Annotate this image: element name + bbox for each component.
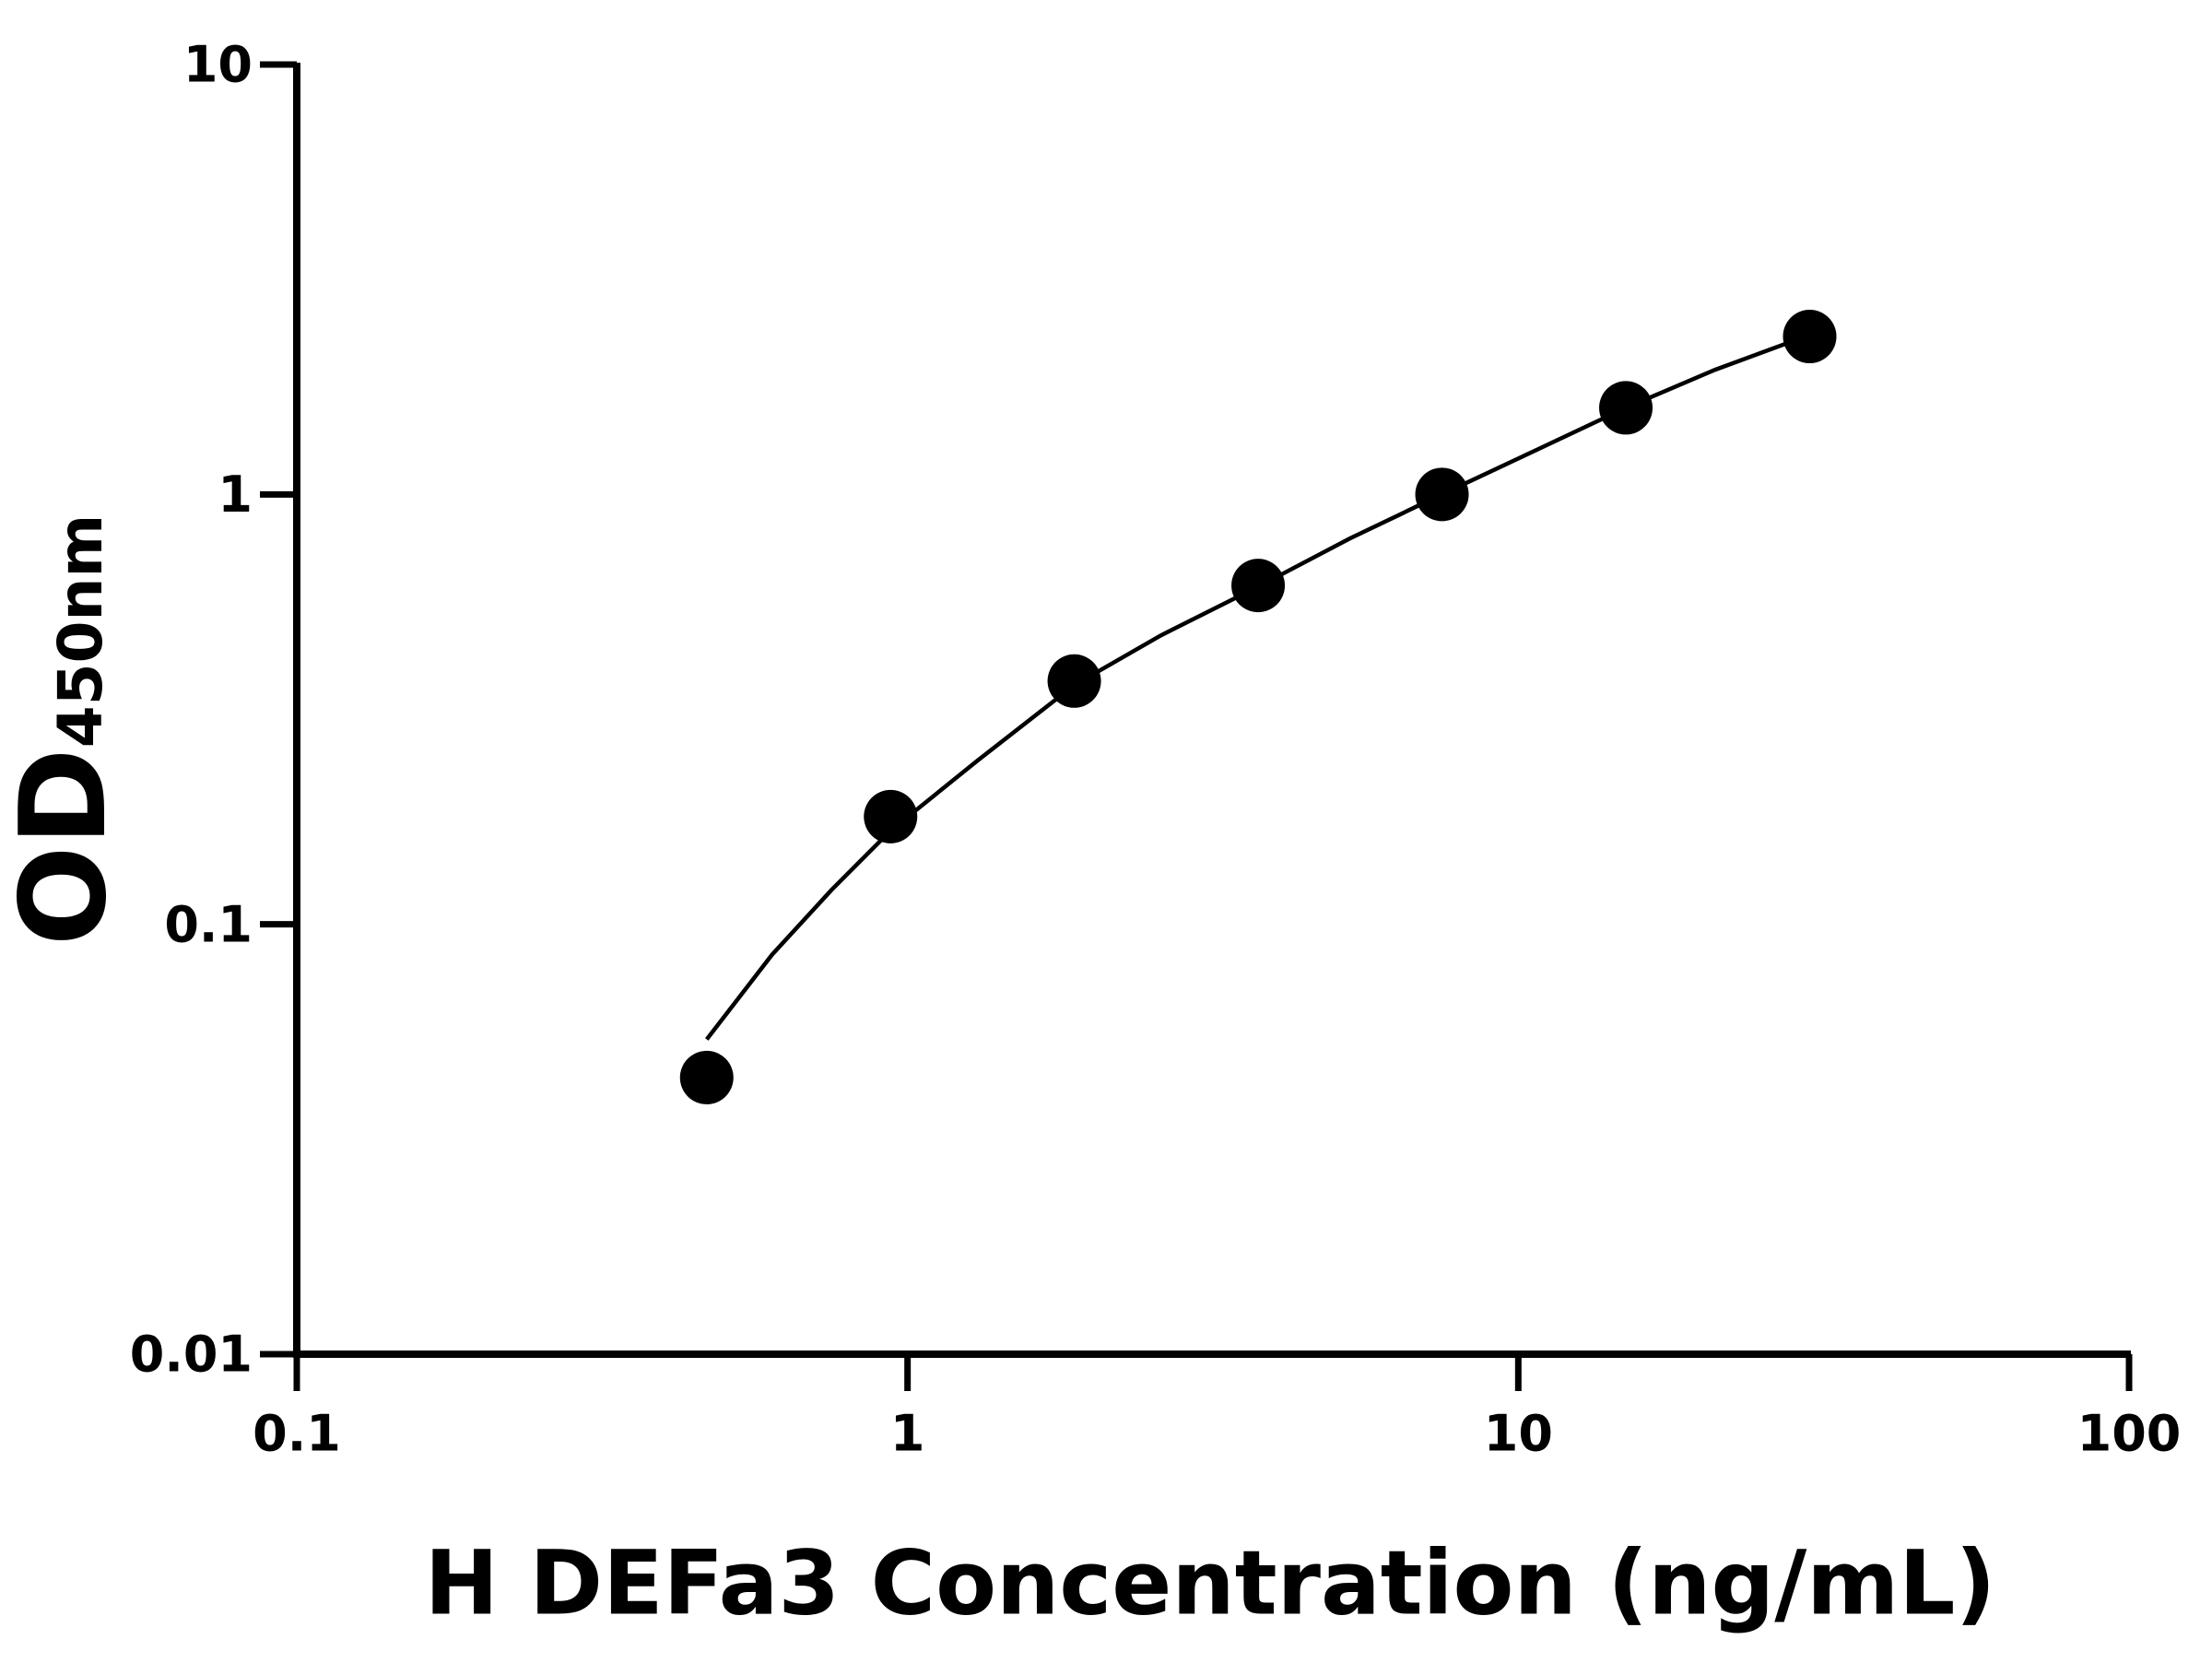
y-axis-label-main: OD bbox=[0, 748, 133, 946]
y-tick-label: 10 bbox=[183, 36, 253, 94]
data-point bbox=[1415, 467, 1469, 522]
x-tick-label: 100 bbox=[2077, 1405, 2182, 1463]
fit-curve bbox=[705, 333, 1811, 1041]
data-point bbox=[1599, 381, 1653, 435]
y-tick-label: 0.01 bbox=[130, 1326, 253, 1384]
data-point bbox=[1783, 310, 1837, 364]
data-point bbox=[864, 789, 918, 843]
data-point bbox=[1047, 654, 1101, 708]
x-tick-label: 0.1 bbox=[253, 1405, 341, 1463]
y-tick-label: 0.1 bbox=[164, 895, 253, 953]
x-tick-label: 10 bbox=[1484, 1405, 1553, 1463]
data-point bbox=[679, 1050, 734, 1104]
y-axis-label: OD450nm bbox=[0, 514, 133, 947]
x-axis-label: H DEFa3 Concentration (ng/mL) bbox=[425, 1531, 1996, 1634]
y-tick-label: 1 bbox=[218, 466, 253, 524]
data-point bbox=[1231, 559, 1286, 613]
y-axis-label-subscript: 450nm bbox=[45, 514, 116, 749]
x-tick-label: 1 bbox=[890, 1405, 925, 1463]
